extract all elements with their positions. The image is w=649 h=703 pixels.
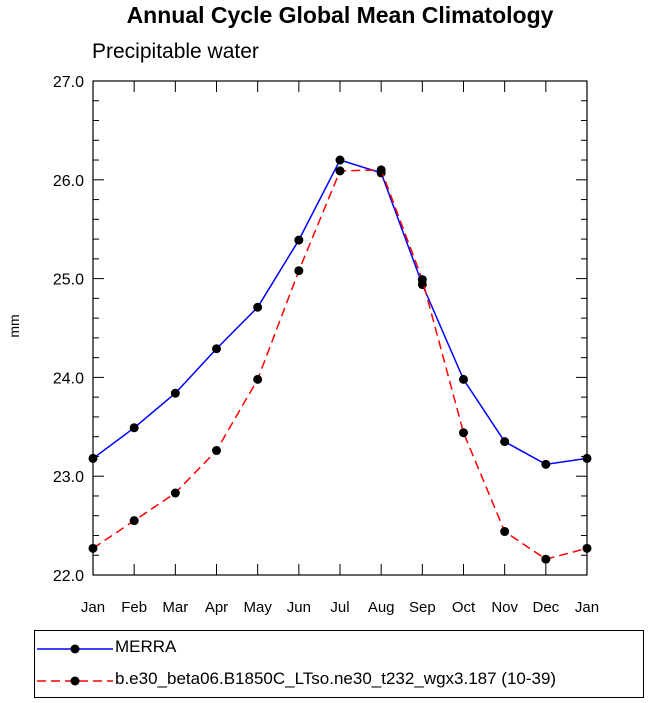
data-point-series-0	[541, 459, 551, 469]
data-point-series-0	[459, 374, 468, 384]
line-chart: 22.0 23.0 24.0 25.0 26.0 27.0 Jan Feb Mar Apr May…	[53, 74, 599, 616]
data-point-series-1	[253, 374, 263, 384]
data-point-series-1	[335, 166, 345, 176]
series-group	[88, 155, 592, 564]
legend-swatch-merra	[37, 644, 113, 654]
data-point-series-0	[500, 437, 510, 447]
x-tick-label: Nov	[491, 599, 518, 616]
axis-ticks	[92, 80, 588, 576]
data-point-series-1	[129, 516, 139, 526]
legend-entry-merra: MERRA	[35, 633, 643, 663]
chart-subtitle: Precipitable water	[92, 40, 259, 63]
x-tick-label: Jul	[330, 599, 349, 616]
y-tick-label: 25.0	[53, 272, 84, 289]
legend-entry-model: b.e30_beta06.B1850C_LTso.ne30_t232_wgx3.…	[35, 665, 643, 695]
x-tick-labels: Jan Feb Mar Apr May Jun Jul Aug Sep Oct Nov Dec Jan	[81, 599, 599, 616]
x-tick-label: Aug	[368, 599, 395, 616]
x-tick-label: May	[243, 599, 272, 616]
data-point-series-0	[294, 235, 304, 245]
legend-swatch-model	[37, 676, 113, 686]
x-tick-label: Jan	[575, 599, 599, 616]
x-tick-label: Jan	[81, 599, 105, 616]
data-point-series-0	[170, 388, 180, 398]
data-point-series-1	[417, 275, 427, 285]
data-point-series-1	[500, 527, 510, 537]
data-point-series-0	[129, 423, 139, 433]
data-point-series-1	[212, 446, 221, 456]
y-tick-label: 22.0	[53, 568, 84, 585]
x-tick-label: Dec	[532, 599, 559, 616]
data-point-series-0	[335, 155, 345, 165]
legend: MERRA b.e30_beta06.B1850C_LTso.ne30_t232…	[34, 630, 644, 698]
y-tick-label: 27.0	[53, 74, 84, 91]
series-line-1	[92, 169, 588, 561]
data-point-series-1	[459, 428, 468, 438]
legend-label-model: b.e30_beta06.B1850C_LTso.ne30_t232_wgx3.…	[115, 669, 557, 688]
legend-label-merra: MERRA	[115, 637, 177, 656]
x-tick-label: Sep	[409, 599, 436, 616]
data-point-series-1	[170, 488, 180, 498]
x-tick-label: Oct	[452, 599, 476, 616]
x-tick-label: Apr	[205, 599, 228, 616]
x-tick-label: Feb	[121, 599, 147, 616]
chart-title: Annual Cycle Global Mean Climatology	[126, 2, 554, 28]
x-tick-label: Jun	[287, 599, 311, 616]
y-tick-label: 23.0	[53, 469, 84, 486]
y-tick-label: 26.0	[53, 173, 84, 190]
data-point-series-1	[376, 165, 386, 175]
y-tick-labels: 22.0 23.0 24.0 25.0 26.0 27.0	[53, 74, 84, 585]
data-point-series-0	[253, 302, 263, 312]
data-point-series-1	[294, 266, 304, 276]
x-tick-label: Mar	[162, 599, 188, 616]
y-tick-label: 24.0	[53, 370, 84, 387]
data-point-series-0	[212, 344, 221, 354]
plot-frame	[92, 80, 588, 576]
series-line-0	[92, 159, 588, 466]
data-point-series-1	[541, 554, 551, 564]
